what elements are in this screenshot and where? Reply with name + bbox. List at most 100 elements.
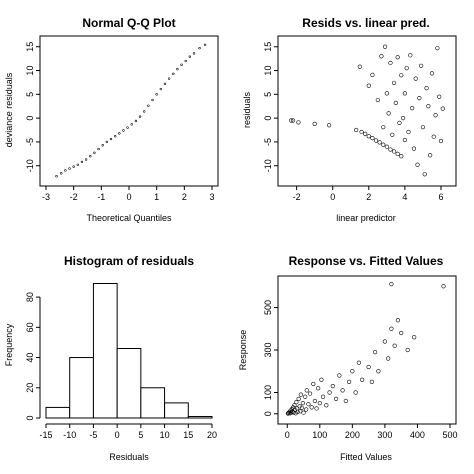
rvl-point	[402, 137, 407, 143]
rvf-point	[312, 398, 318, 404]
rvl-point	[393, 100, 398, 106]
hist-bar	[116, 347, 142, 419]
hist-x-tick-label: 5	[138, 430, 143, 440]
rvl-point	[428, 153, 433, 158]
qq-point	[155, 93, 158, 96]
histogram-title: Histogram of residuals	[64, 254, 194, 268]
rvf-point	[307, 391, 313, 396]
rvl-y-tick-label: 5	[263, 92, 273, 97]
rvf-point	[382, 339, 388, 344]
rvf-point	[298, 392, 304, 397]
rvl-point	[399, 73, 404, 78]
rvl-y-tick-label: 15	[263, 42, 273, 52]
rvl-y-tick-label: -10	[263, 159, 273, 172]
rvf-point	[412, 335, 417, 340]
rvl-point	[363, 131, 368, 136]
rvl-x-tick-label: 0	[330, 192, 335, 202]
rvl-point	[395, 151, 400, 156]
rvf-x-tick-label: 400	[410, 430, 425, 440]
rvl-point	[375, 97, 380, 103]
rvl-point	[410, 106, 415, 111]
qq-point	[147, 104, 150, 107]
qq-y-tick-label: -10	[25, 159, 35, 172]
resids-vs-linear-pred-ylabel: residuals	[242, 91, 252, 128]
rvf-point	[353, 390, 358, 395]
qq-point	[134, 119, 138, 123]
rvf-point	[389, 326, 394, 331]
rvf-point	[314, 406, 319, 411]
rvl-point	[377, 140, 382, 145]
qq-y-tick-label: 15	[25, 42, 35, 52]
rvf-point	[317, 401, 322, 406]
qq-point	[203, 43, 207, 47]
qq-plot-panel: Normal Q-Q Plot Theoretical Quantiles de…	[4, 16, 219, 223]
rvl-point	[366, 83, 371, 88]
qq-x-tick-label: 1	[154, 192, 159, 202]
response-vs-fitted-panel: Response vs. Fitted Values Fitted Values…	[238, 254, 458, 462]
qq-x-tick-label: 0	[126, 192, 131, 202]
hist-y-tick-label: 20	[25, 383, 35, 393]
qq-point	[188, 55, 192, 58]
rvf-point	[292, 403, 297, 408]
hist-x-tick-label: 20	[207, 430, 217, 440]
qq-point	[138, 115, 142, 118]
hist-x-tick-label: -15	[39, 430, 52, 440]
rvf-point	[296, 396, 301, 401]
rvl-point	[438, 138, 444, 144]
qq-y-tick-label: 10	[25, 66, 35, 76]
rvf-point	[386, 356, 391, 361]
qq-x-tick-label: -3	[42, 192, 50, 202]
rvl-point	[373, 138, 379, 143]
qq-plot-title: Normal Q-Q Plot	[82, 16, 175, 30]
rvl-point	[431, 134, 436, 139]
rvf-point	[340, 388, 345, 393]
rvf-point	[311, 381, 316, 387]
qq-point	[198, 46, 201, 50]
rvl-point	[422, 172, 427, 177]
rvf-point	[316, 386, 321, 391]
rvf-point	[399, 330, 404, 336]
qq-point	[97, 147, 100, 151]
qq-plot-xlabel: Theoretical Quantiles	[86, 213, 172, 223]
rvf-point	[395, 318, 401, 323]
rvl-point	[381, 125, 386, 130]
rvl-point	[370, 136, 375, 141]
rvl-point	[408, 53, 413, 58]
histogram-ylabel: Frequency	[4, 323, 14, 366]
qq-point	[68, 167, 71, 170]
qq-point	[192, 52, 196, 55]
rvl-point	[402, 91, 407, 96]
rvf-point	[306, 402, 311, 407]
rvl-point	[397, 120, 402, 125]
rvl-point	[411, 146, 417, 151]
rvf-point	[300, 401, 305, 406]
qq-point	[64, 169, 67, 172]
rvf-point	[320, 394, 326, 399]
rvf-point	[301, 410, 306, 415]
rvl-point	[327, 123, 332, 128]
rvl-x-tick-label: 2	[366, 192, 371, 202]
qq-point	[84, 158, 88, 161]
rvl-point	[384, 91, 389, 96]
rvl-point	[391, 80, 397, 86]
hist-bar	[92, 283, 118, 419]
qq-point	[105, 140, 109, 144]
rvl-point	[435, 46, 440, 51]
rvl-point	[419, 63, 424, 68]
rvl-point	[417, 96, 422, 101]
rvl-point	[384, 144, 389, 149]
rvf-point	[346, 379, 352, 384]
resids-vs-linear-pred-xlabel: linear predictor	[336, 213, 396, 223]
rvl-x-tick-label: 6	[438, 192, 443, 202]
rvf-y-tick-label: 500	[263, 300, 273, 315]
hist-y-tick-label: 0	[25, 415, 35, 420]
rvl-y-tick-label: 0	[263, 116, 273, 121]
rvl-point	[395, 55, 400, 60]
hist-y-tick-label: 80	[25, 292, 35, 302]
rvf-point	[319, 377, 324, 382]
rvf-point	[294, 399, 299, 405]
qq-point	[89, 155, 92, 158]
qq-y-tick-label: -5	[25, 138, 35, 146]
rvf-point	[333, 396, 339, 401]
rvf-y-tick-label: 100	[263, 385, 273, 400]
